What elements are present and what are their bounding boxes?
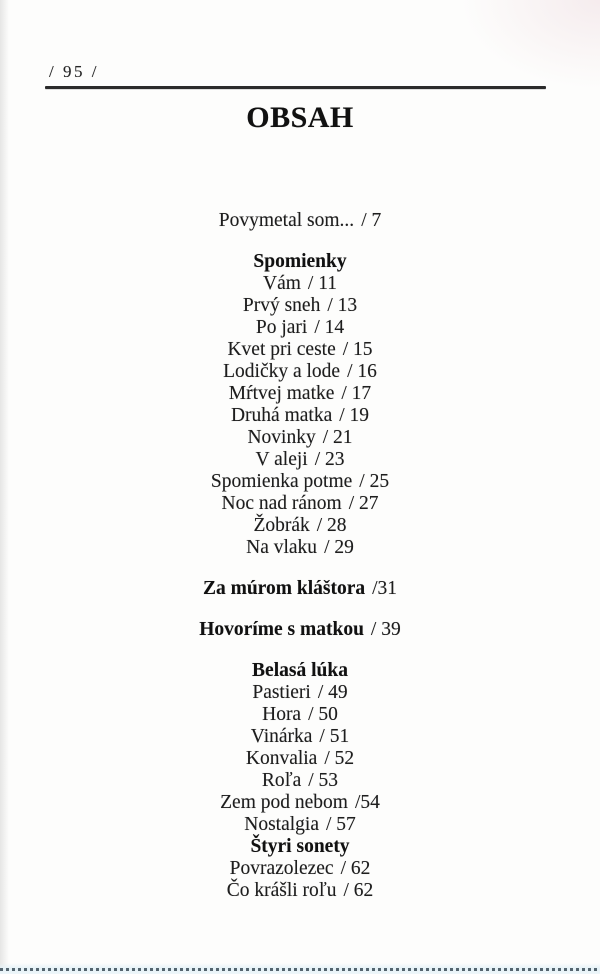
- toc-entry-page-number: / 16: [347, 361, 377, 382]
- toc-entry: Vám / 11: [0, 273, 600, 295]
- toc-entry-page-number: / 27: [348, 493, 379, 514]
- toc-entry-title: Novinky: [247, 427, 316, 448]
- toc-entry: Lodičky a lode / 16: [0, 361, 600, 383]
- toc-entry-title: Konvalia: [245, 748, 318, 769]
- scan-corner-tint: [460, 0, 600, 90]
- toc-entry-page-number: / 29: [324, 537, 354, 558]
- toc-entry-page-number: / 28: [316, 515, 347, 536]
- toc-entry: Čo krášli roľu / 62: [0, 880, 600, 902]
- toc-entry-title: Vinárka: [250, 726, 313, 747]
- toc-entry-page-number: / 49: [317, 682, 348, 703]
- dotted-divider-dashes: [0, 968, 600, 971]
- toc-entry: Zem pod nebom/54: [0, 792, 600, 814]
- toc-entry-title: Pastieri: [252, 682, 311, 703]
- table-of-contents: Povymetal som... / 7 Spomienky Vám / 11 Prvý …: [0, 210, 600, 902]
- toc-entry: Nostalgia / 57: [0, 814, 600, 836]
- toc-entry-page-number: / 52: [324, 748, 355, 769]
- toc-entry-title: Lodičky a lode: [223, 361, 341, 382]
- toc-entry: Pastieri / 49: [0, 682, 600, 704]
- page-title: OBSAH: [246, 101, 354, 134]
- toc-entry-title: Spomienka potme: [210, 471, 353, 492]
- toc-entry-page-number: / 25: [359, 471, 390, 492]
- toc-section-heading: Hovoríme s matkou / 39: [0, 619, 600, 641]
- toc-section-heading: Spomienky: [0, 251, 600, 273]
- toc-entry-page-number: / 23: [314, 449, 345, 470]
- toc-section-heading: Štyri sonety: [0, 836, 600, 858]
- toc-entry-title: V aleji: [255, 449, 308, 470]
- toc-entry-title: Spomienky: [253, 251, 347, 272]
- toc-entry: Prvý sneh / 13: [0, 295, 600, 317]
- toc-entry-title: Mŕtvej matke: [228, 383, 335, 404]
- toc-entry-title: Po jari: [255, 317, 308, 338]
- toc-entry-title: Druhá matka: [230, 405, 333, 426]
- toc-entry: Povrazolezec / 62: [0, 858, 600, 880]
- toc-entry-page-number: / 39: [370, 619, 401, 640]
- toc-entry-page-number: / 17: [341, 383, 372, 404]
- toc-entry-title: Žobrák: [253, 515, 310, 536]
- toc-entry-page-number: / 15: [342, 339, 373, 360]
- toc-entry-page-number: / 53: [308, 770, 339, 791]
- page-number-marker: / 95 /: [49, 62, 99, 81]
- toc-entry-title: Na vlaku: [246, 537, 318, 558]
- toc-entry-page-number: / 51: [319, 726, 350, 747]
- toc-entry-title: Roľa: [261, 770, 302, 791]
- toc-section-heading: Belasá lúka: [0, 660, 600, 682]
- toc-entry-page-number: / 11: [307, 273, 337, 294]
- toc-entry-title: Nostalgia: [244, 814, 319, 835]
- toc-entry-page-number: / 7: [361, 210, 382, 231]
- toc-entry-title: Belasá lúka: [252, 660, 348, 681]
- toc-entry: Druhá matka / 19: [0, 405, 600, 427]
- toc-entry: Konvalia / 52: [0, 748, 600, 770]
- toc-entry-title: Prvý sneh: [242, 295, 321, 316]
- toc-entry-title: Kvet pri ceste: [227, 339, 336, 360]
- toc-entry: Noc nad ránom / 27: [0, 493, 600, 515]
- toc-entry: Vinárka / 51: [0, 726, 600, 748]
- toc-entry-title: Zem pod nebom: [220, 792, 348, 813]
- toc-entry: Hora / 50: [0, 704, 600, 726]
- toc-entry: Spomienka potme / 25: [0, 471, 600, 493]
- toc-entry: V aleji / 23: [0, 449, 600, 471]
- toc-entry-page-number: / 13: [327, 295, 358, 316]
- toc-entry: Po jari / 14: [0, 317, 600, 339]
- bottom-dotted-divider: [0, 963, 600, 974]
- toc-entry-title: Hora: [262, 704, 302, 725]
- toc-entry-page-number: / 50: [308, 704, 338, 725]
- toc-entry-page-number: / 19: [339, 405, 370, 426]
- toc-entry-title: Čo krášli roľu: [226, 880, 337, 901]
- toc-entry: Na vlaku / 29: [0, 537, 600, 559]
- toc-entry: Žobrák / 28: [0, 515, 600, 537]
- toc-entry-title: Hovoríme s matkou: [199, 619, 364, 640]
- toc-entry-page-number: / 62: [340, 858, 371, 879]
- toc-entry-title: Povymetal som...: [218, 210, 355, 231]
- toc-entry: Kvet pri ceste / 15: [0, 339, 600, 361]
- toc-section-heading: Za múrom kláštora/31: [0, 578, 600, 600]
- toc-entry: Mŕtvej matke / 17: [0, 383, 600, 405]
- toc-entry-page-number: / 62: [343, 880, 374, 901]
- header-rule: [45, 86, 546, 89]
- toc-entry-title: Povrazolezec: [229, 858, 334, 879]
- toc-entry: Roľa / 53: [0, 770, 600, 792]
- toc-entry-page-number: / 14: [314, 317, 345, 338]
- toc-entry-title: Za múrom kláštora: [202, 578, 366, 599]
- toc-entry-title: Štyri sonety: [250, 836, 350, 857]
- toc-entry-page-number: / 57: [325, 814, 356, 835]
- toc-entry: Povymetal som... / 7: [0, 210, 600, 232]
- toc-entry-title: Vám: [263, 273, 301, 294]
- toc-entry-title: Noc nad ránom: [221, 493, 342, 514]
- toc-entry-page-number: /54: [354, 792, 380, 813]
- toc-entry-page-number: /31: [372, 578, 398, 599]
- toc-entry: Novinky / 21: [0, 427, 600, 449]
- toc-entry-page-number: / 21: [322, 427, 353, 448]
